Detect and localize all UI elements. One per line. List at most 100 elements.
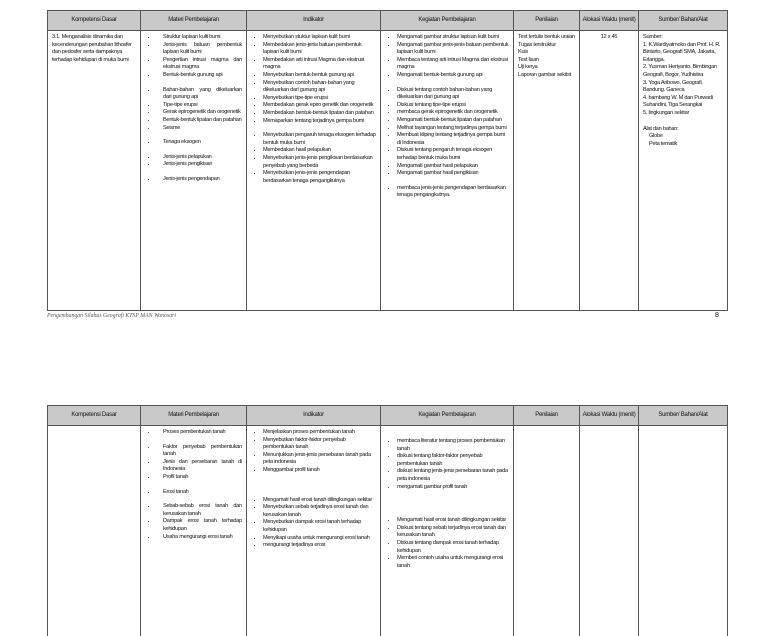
header-indikator: Indikator	[246, 405, 381, 426]
list-item: Menyebutkan jenis-jenis pengendapan berd…	[263, 170, 376, 185]
sumber-cell	[638, 425, 728, 636]
bullet-group: membaca literatur tentang proses pembent…	[385, 438, 509, 491]
list-item: Menggambar profil tanah	[263, 467, 376, 475]
list-item: membaca literatur tentang proses pembent…	[397, 438, 509, 453]
list-item: Mengamati hasil erosi tanah dilingkungan…	[263, 497, 376, 505]
bullet-group: Struktur lapisan kulit bumiJenis-jenis b…	[145, 34, 242, 80]
list-item: Struktur lapisan kulit bumi	[157, 34, 242, 42]
syllabus-table-page-2: Kompetensi Dasar Materi Pembelajaran Ind…	[47, 405, 728, 636]
penilaian-cell	[513, 425, 580, 636]
kompetensi-text: 3.1. Menganalisis dinamika dan kecenderu…	[52, 34, 132, 63]
list-item: Menyebutkan stuktur lapisan kulit bumi	[263, 34, 376, 42]
bullet-group: Bahan-bahan yang dikeluarkan dari gunung…	[145, 87, 242, 133]
list-item: Diskusi tentang sebab terjadinya erosi t…	[397, 525, 509, 540]
sumber-list: 1. K.Wardiyatmoko dan Prof. H. R. Bintar…	[643, 42, 723, 118]
list-item: Test lisan	[518, 56, 539, 63]
list-item: Membaca tentang arti intrusi Magma dan e…	[397, 57, 509, 72]
bullet-group: Jenis-jenis pelapukanJenis-jenis pengiki…	[145, 154, 242, 169]
bullet-group: Tenaga eksogen	[145, 139, 242, 147]
list-item: Jenis-jenis pengendapan	[157, 176, 242, 184]
list-item: Bentuk-bentuk gunung api	[157, 72, 242, 80]
list-item: Menyebutkan pengaruh tenaga eksogen terh…	[263, 132, 376, 147]
list-item: Mengamati gambar struktur lapisan kulit …	[397, 34, 509, 42]
indikator-cell: Menjelaskan proses pembentukan tanah Meny…	[246, 425, 381, 636]
list-item: Laporan gambar sekitst	[518, 71, 571, 78]
sumber-cell: Sumber: 1. K.Wardiyatmoko dan Prof. H. R…	[638, 30, 728, 311]
list-item: mengamati gambar profil tanah	[397, 484, 509, 492]
list-item: Profil tanah	[157, 474, 242, 482]
bullet-group: Mengamati hasil erosi tanah dilingkungan…	[251, 497, 376, 550]
list-item: Bentuk-bentuk lipatan dan patahan	[157, 117, 242, 125]
list-item: Mengamati bentuk-bentuk gunung api	[397, 72, 509, 80]
bullet-group: Mengamati gambar struktur lapisan kulit …	[385, 34, 509, 80]
header-alokasi: Alokasi Waktu (menit)	[579, 405, 639, 426]
list-item: Menyikapi usaha untuk mengurangi erosi t…	[263, 535, 376, 543]
bullet-group: Proses pembentukan tanah	[145, 429, 242, 437]
list-item: Mengamati bentuk-bentuk lipatan dan pata…	[397, 117, 509, 125]
penilaian-list: Test tertulis bentuk uraian Tugas terstru…	[518, 34, 575, 80]
list-item: Usaha mengurangi erosi tanah	[157, 534, 242, 542]
list-item: Membedakan gerak epiro genetik dan oroge…	[263, 102, 376, 110]
materi-cell: Proses pembentukan tanah Faktor penyebab …	[140, 425, 247, 636]
bullet-group: Sebab-sebab erosi tanah dan kerusakan ta…	[145, 503, 242, 541]
list-item: diskusi tentang faktor-faktor penyebab p…	[397, 453, 509, 468]
list-item: Menyebutkan bentuk-bentuk gunung api	[263, 72, 376, 80]
bullet-group: Mengamati hasil erosi tanah dilingkungan…	[385, 517, 509, 570]
list-item: Menjelaskan proses pembentukan tanah	[263, 429, 376, 437]
header-penilaian: Penilaian	[513, 10, 580, 31]
list-item: Tipe-tipe erupsi	[157, 102, 242, 110]
list-item: Dampak erosi tanah terhadap kehidupan	[157, 518, 242, 533]
header-sumber: Sumber/ Bahan/Alat	[638, 405, 728, 426]
alat-list: Globe Peta tematik	[643, 133, 723, 148]
header-kegiatan: Kegiatan Pembelajaran	[380, 405, 514, 426]
list-item: Mengamati gambar hasil pengikisan	[397, 170, 509, 178]
footer-text: Pengembangan Silabus Geografi KTSP MAN W…	[47, 313, 176, 319]
header-kompetensi: Kompetensi Dasar	[47, 10, 141, 31]
list-item: Menyebutkan jenis-jenis pengikisan berda…	[263, 155, 376, 170]
alokasi-cell: 12 x 45	[579, 30, 639, 311]
list-item: Melihat tayangan tentang terjadinya gemp…	[397, 125, 509, 133]
page-number: 8	[715, 312, 719, 319]
bullet-group: Menjelaskan proses pembentukan tanahMeny…	[251, 429, 376, 475]
header-kegiatan: Kegiatan Pembelajaran	[380, 10, 514, 31]
list-item: 4. bambang W. M dan Purwadi Suhandini, T…	[643, 94, 713, 109]
header-materi: Materi Pembelajaran	[140, 10, 247, 31]
kompetensi-cell: 3.1. Menganalisis dinamika dan kecenderu…	[47, 30, 141, 311]
list-item: Menyebutkan contoh bahan-bahan yang dike…	[263, 80, 376, 95]
list-item: Membedakan jenis-jenis batuan pembentuk …	[263, 42, 376, 57]
list-item: Jenis-jenis batuan pembentuk lapisan kul…	[157, 42, 242, 57]
list-item: Diskusi tentang dampak erosi tanah terha…	[397, 540, 509, 555]
bullet-group: membaca jenis-jenis pengendapan berdasar…	[385, 185, 509, 200]
materi-cell: Struktur lapisan kulit bumiJenis-jenis b…	[140, 30, 247, 311]
list-item: Membedakan hasil pelapukan	[263, 147, 376, 155]
penilaian-cell: Test tertulis bentuk uraian Tugas terstru…	[513, 30, 580, 311]
list-item: Jenis-jenis pelapukan	[157, 154, 242, 162]
list-item: Mengamati gambar hasil pelapukan	[397, 163, 509, 171]
kegiatan-cell: membaca literatur tentang proses pembent…	[380, 425, 514, 636]
bullet-group: Faktor penyebab pembentukan tanahJenis d…	[145, 444, 242, 482]
list-item: Membedakan bentuk-bentuk lipatan dan pat…	[263, 110, 376, 118]
list-item: Menyebutkan sebab terjadinya erosi tanah…	[263, 504, 376, 519]
list-item: Diskusi tentang pengaruh tenaga eksogen …	[397, 147, 509, 162]
list-item: Jenis-jenis pengikisan	[157, 161, 242, 169]
list-item: Peta tematik	[649, 140, 678, 147]
header-penilaian: Penilaian	[513, 405, 580, 426]
list-item: membaca jenis-jenis pengendapan berdasar…	[397, 185, 509, 200]
list-item: Erosi tanah	[157, 489, 242, 497]
list-item: Mengamati gambar jenis-jenis batuan pemb…	[397, 42, 509, 57]
list-item: mengurangi terjadinya erosi	[263, 542, 376, 550]
list-item: Seisme	[157, 125, 242, 133]
list-item: Globe	[649, 133, 663, 140]
list-item: 1. K.Wardiyatmoko dan Prof. H. R. Bintar…	[643, 41, 721, 63]
syllabus-table-page-1: Kompetensi Dasar Materi Pembelajaran Ind…	[47, 10, 728, 311]
list-item: Bahan-bahan yang dikeluarkan dari gunung…	[157, 87, 242, 102]
alat-label: Alat dan bahan:	[643, 125, 679, 132]
list-item: Sebab-sebab erosi tanah dan kerusakan ta…	[157, 503, 242, 518]
list-item: Jenis dan persebaran tanah di Indonesia	[157, 459, 242, 474]
list-item: 5. lingkungan sekitar	[643, 109, 690, 116]
list-item: Menunjukkan jenis-jenis persebaran tanah…	[263, 452, 376, 467]
list-item: Tenaga eksogen	[157, 139, 242, 147]
list-item: Gerak epirogenetik dan orogenetik	[157, 109, 242, 117]
header-sumber: Sumber/ Bahan/Alat	[638, 10, 728, 31]
table-header-row: Kompetensi Dasar Materi Pembelajaran Ind…	[47, 10, 728, 31]
